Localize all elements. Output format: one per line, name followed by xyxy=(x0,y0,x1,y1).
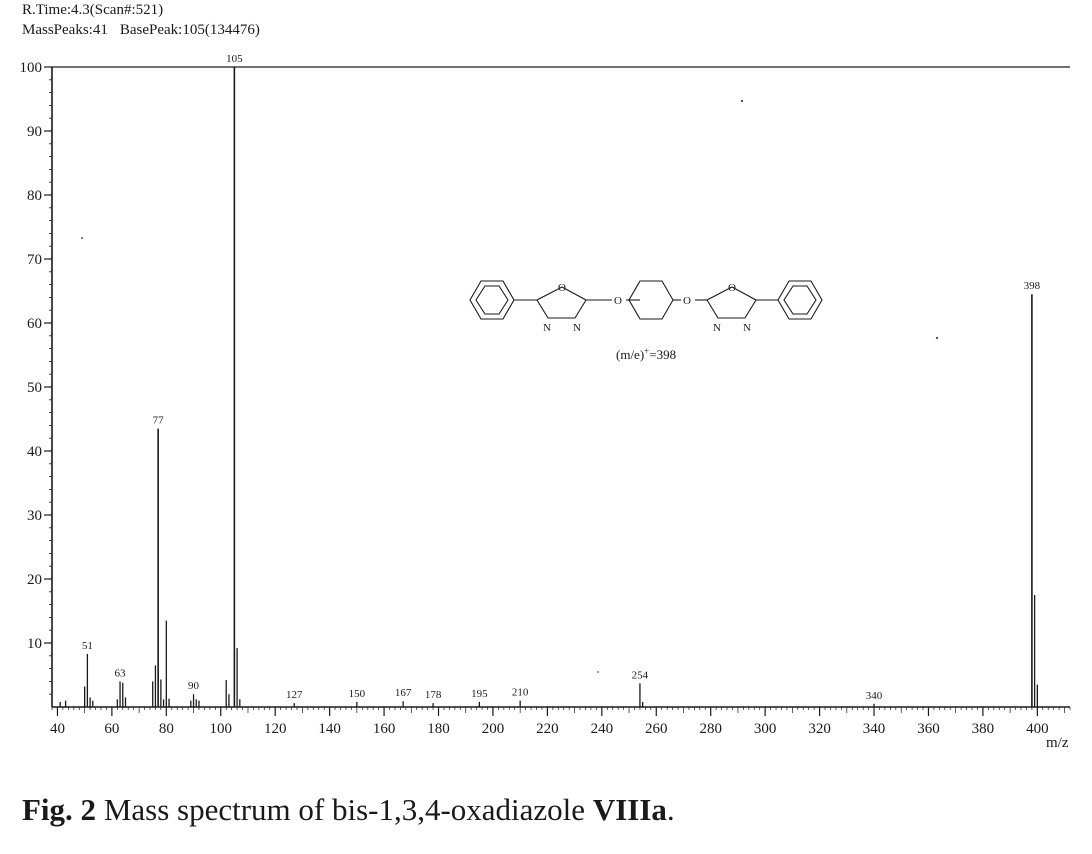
x-tick-label: 80 xyxy=(159,721,174,737)
x-tick-label: 220 xyxy=(536,721,559,737)
x-tick-label: 380 xyxy=(972,721,995,737)
peak-label-195: 195 xyxy=(471,688,488,700)
structure-atoms: O N N O O O N N (m/e)+=398 xyxy=(543,282,751,362)
peak-label-77: 77 xyxy=(153,415,165,427)
y-tick-label: 50 xyxy=(27,380,42,396)
peak-label-178: 178 xyxy=(425,689,442,701)
peak-label-127: 127 xyxy=(286,689,303,701)
peak-label-167: 167 xyxy=(395,687,412,699)
peak-label-150: 150 xyxy=(349,688,366,700)
mass-peaks-count: MassPeaks:41 xyxy=(22,22,108,38)
x-tick-label: 320 xyxy=(808,721,831,737)
peak-label-254: 254 xyxy=(632,669,649,681)
x-tick-label: 240 xyxy=(591,721,614,737)
figure-number: Fig. 2 xyxy=(22,792,97,827)
peak-summary: MassPeaks:41 BasePeak:105(134476) xyxy=(22,22,260,38)
benzene-ring-right-inner xyxy=(783,285,817,315)
benzene-ring-center xyxy=(628,280,674,320)
y-tick-label: 10 xyxy=(27,636,42,652)
x-tick-label: 100 xyxy=(210,721,233,737)
oxadiazole-ring-left xyxy=(536,286,587,319)
peak-label-90: 90 xyxy=(188,680,200,692)
molecular-ion-label: (m/e)+=398 xyxy=(616,346,676,362)
base-peak: BasePeak:105(134476) xyxy=(119,22,260,38)
y-tick-label: 40 xyxy=(27,444,42,460)
y-tick-label: 80 xyxy=(27,188,42,204)
peak-label-105: 105 xyxy=(226,53,243,65)
x-tick-label: 60 xyxy=(104,721,119,737)
caption-text: Mass spectrum of bis-1,3,4-oxadiazole xyxy=(96,792,593,827)
atom-label: N xyxy=(543,322,551,334)
x-tick-label: 200 xyxy=(482,721,505,737)
x-tick-label: 360 xyxy=(917,721,940,737)
structure-diagram xyxy=(469,280,823,320)
atom-label: N xyxy=(573,322,581,334)
x-tick-label: 120 xyxy=(264,721,287,737)
retention-time: R.Time:4.3(Scan#:521) xyxy=(22,2,164,18)
atom-label: O xyxy=(728,282,736,294)
peak-label-63: 63 xyxy=(115,667,127,679)
atom-label: O xyxy=(558,282,566,294)
y-tick-label: 60 xyxy=(27,316,42,332)
x-axis-label: m/z xyxy=(1046,735,1069,751)
y-ticks: 10 20 30 40 50 60 70 80 90 100 xyxy=(20,60,52,695)
figure-caption: Fig. 2 Mass spectrum of bis-1,3,4-oxadia… xyxy=(22,792,675,828)
compound-label: VIIIa xyxy=(592,792,667,827)
atom-label: O xyxy=(614,295,622,307)
y-tick-label: 70 xyxy=(27,252,42,268)
peak-label-210: 210 xyxy=(512,687,529,699)
y-tick-label: 90 xyxy=(27,124,42,140)
y-tick-label: 30 xyxy=(27,508,42,524)
atom-label: N xyxy=(743,322,751,334)
peak-label-398: 398 xyxy=(1024,280,1041,292)
x-tick-label: 140 xyxy=(318,721,341,737)
x-tick-label: 300 xyxy=(754,721,777,737)
scan-specks xyxy=(81,99,939,673)
x-tick-label: 400 xyxy=(1026,721,1049,737)
x-ticks: 40 60 80 100 120 140 160 180 200 220 240 260 280 300 3… xyxy=(50,707,1071,737)
x-tick-label: 340 xyxy=(863,721,886,737)
benzene-ring-left-inner xyxy=(475,285,509,315)
peak-labels: 51 63 77 90 105 127 150 167 178 195 210 254 340 398 xyxy=(82,53,1041,702)
caption-end: . xyxy=(666,792,675,827)
axes xyxy=(51,66,1070,708)
benzene-ring-left xyxy=(469,280,515,320)
x-tick-label: 280 xyxy=(699,721,722,737)
atom-label: O xyxy=(683,295,691,307)
peak-label-340: 340 xyxy=(866,690,883,702)
x-tick-label: 40 xyxy=(50,721,65,737)
x-tick-label: 260 xyxy=(645,721,668,737)
peak-label-51: 51 xyxy=(82,640,93,652)
peaks xyxy=(59,67,1038,707)
y-tick-label: 20 xyxy=(27,572,42,588)
oxadiazole-ring-right xyxy=(706,286,757,319)
x-tick-label: 160 xyxy=(373,721,396,737)
x-tick-label: 180 xyxy=(427,721,450,737)
y-tick-label: 100 xyxy=(20,60,43,76)
benzene-ring-right xyxy=(777,280,823,320)
mass-spectrum-chart: 10 20 30 40 50 60 70 80 90 100 40 60 80 100 120 140 160… xyxy=(20,53,1071,751)
atom-label: N xyxy=(713,322,721,334)
